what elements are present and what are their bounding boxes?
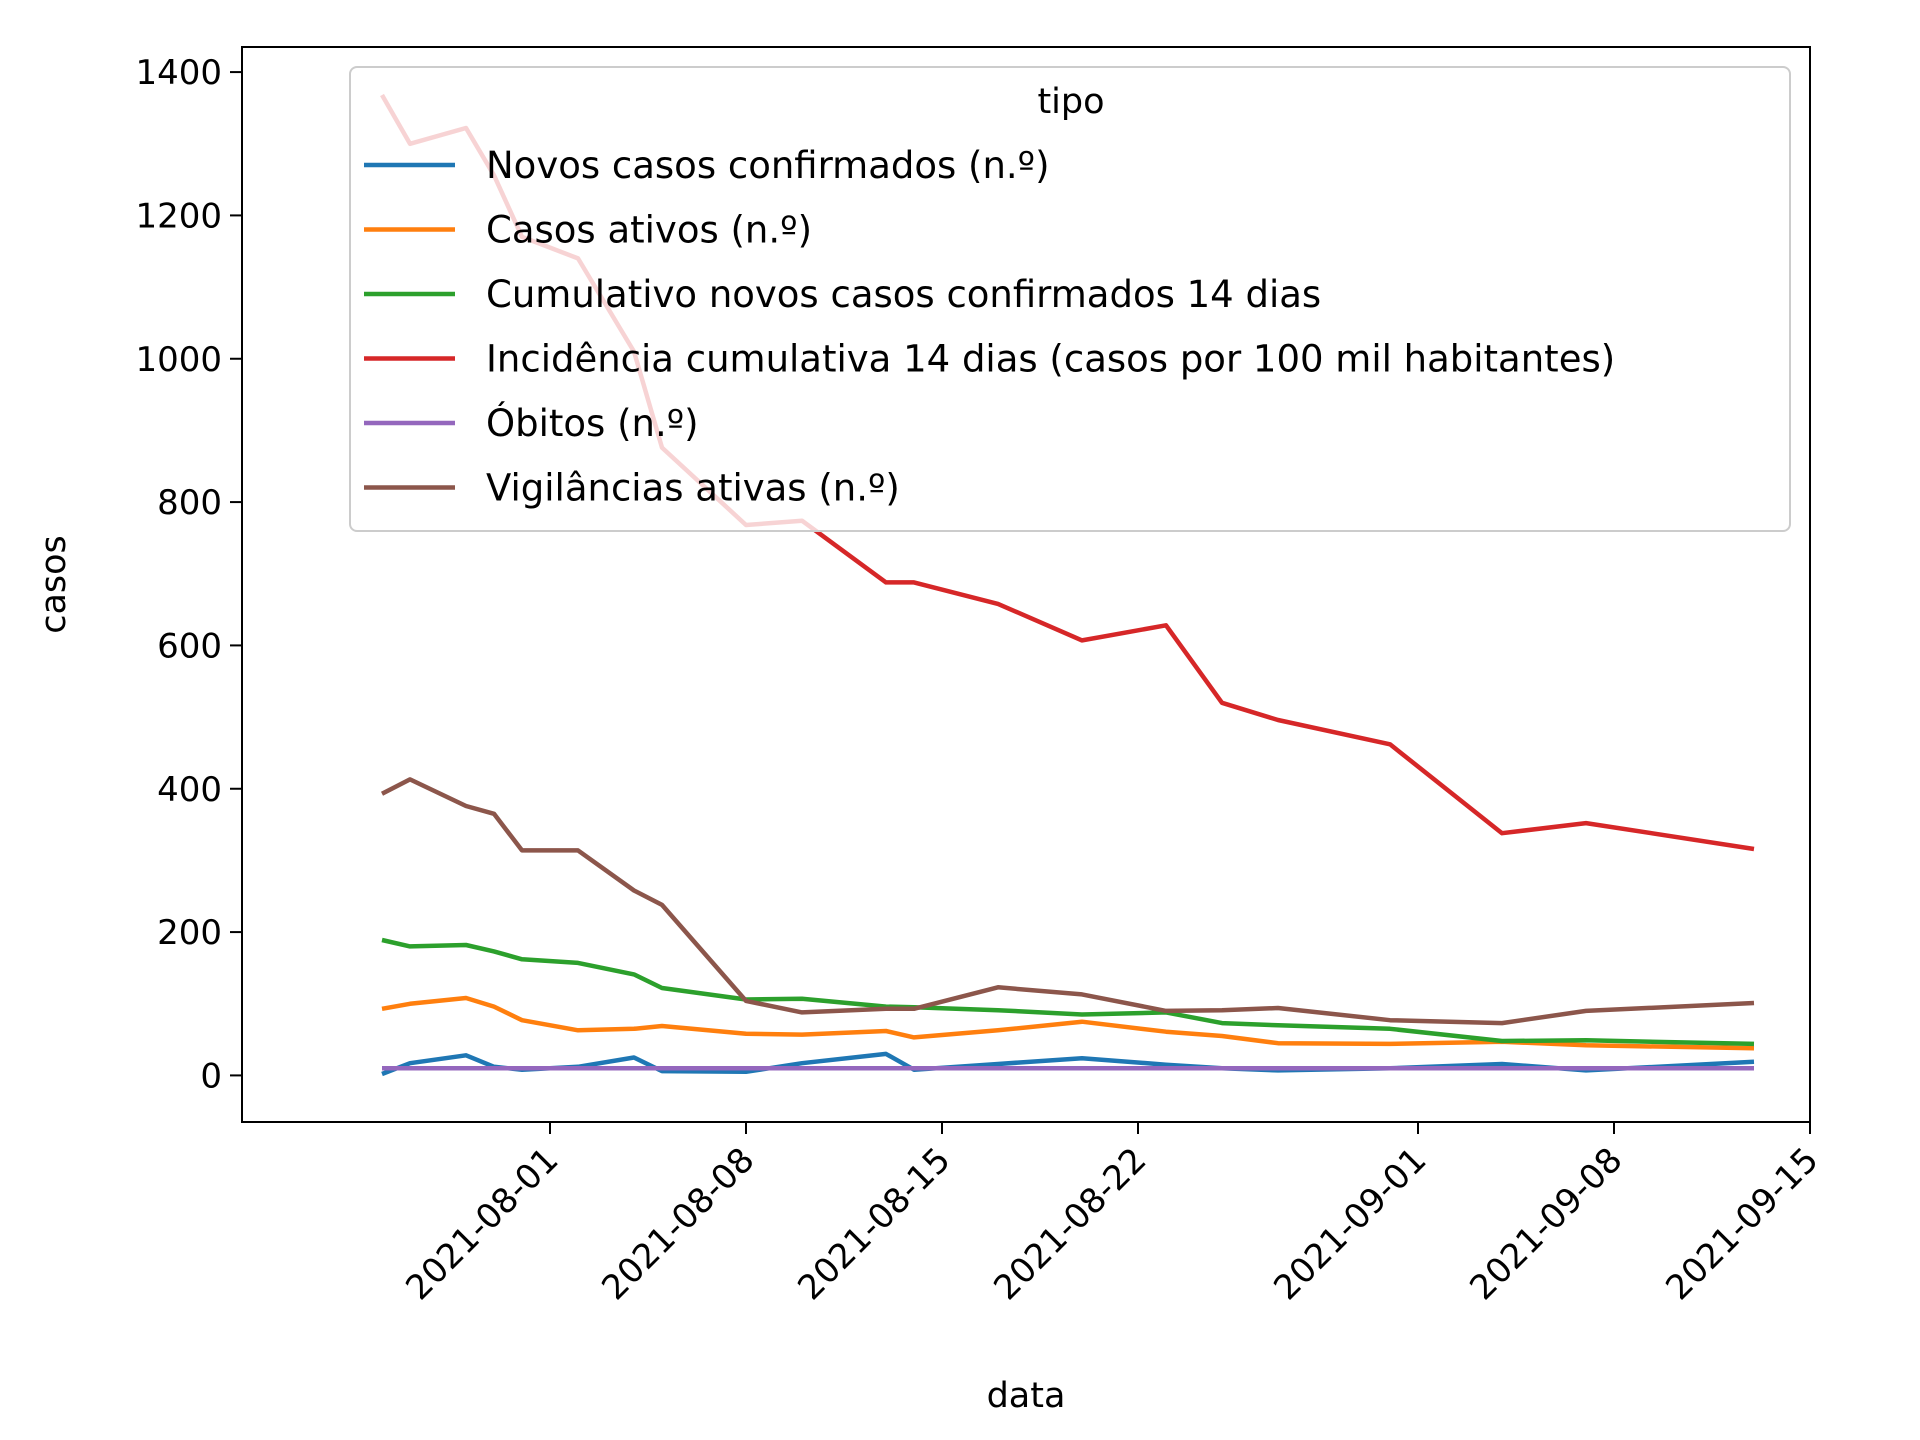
legend-entry-label: Óbitos (n.º) <box>486 401 699 445</box>
legend-entry-label: Cumulativo novos casos confirmados 14 di… <box>486 273 1321 316</box>
x-tick-label: 2021-09-08 <box>1462 1140 1630 1308</box>
y-tick-label: 400 <box>157 770 222 810</box>
x-tick-label: 2021-08-15 <box>790 1140 958 1308</box>
x-tick-label: 2021-08-22 <box>986 1140 1154 1308</box>
x-tick-label: 2021-08-01 <box>398 1140 566 1308</box>
y-tick-label: 1000 <box>135 340 222 380</box>
y-tick-label: 800 <box>157 483 222 523</box>
legend-entry-label: Casos ativos (n.º) <box>486 209 812 252</box>
legend-entry-label: Incidência cumulativa 14 dias (casos por… <box>486 338 1615 381</box>
legend-box <box>349 66 1791 532</box>
series-line-0 <box>381 1051 1755 1077</box>
legend-entry-label: Vigilâncias ativas (n.º) <box>486 467 900 510</box>
y-tick-label: 200 <box>157 913 222 953</box>
series-line-1 <box>381 995 1755 1051</box>
x-axis-label: data <box>987 1376 1066 1416</box>
legend: tipo Novos casos confirmados (n.º) Casos … <box>349 66 1791 532</box>
y-tick-label: 1400 <box>135 53 222 93</box>
y-tick-label: 1200 <box>135 196 222 236</box>
x-tick-label: 2021-08-08 <box>594 1140 762 1308</box>
legend-entry-label: Novos casos confirmados (n.º) <box>486 144 1050 187</box>
x-tick-label: 2021-09-15 <box>1658 1140 1826 1308</box>
legend-title: tipo <box>1037 82 1104 122</box>
y-axis: 0 200 400 600 800 1000 1200 1400 <box>135 53 242 1096</box>
plot-frame <box>241 46 1811 1123</box>
y-axis-label: casos <box>34 535 74 634</box>
x-axis: 2021-08-01 2021-08-08 2021-08-15 2021-08-22… <box>398 1122 1826 1308</box>
series-line-5 <box>380 777 1755 1026</box>
y-tick-label: 600 <box>157 626 222 666</box>
y-tick-label: 0 <box>200 1056 222 1096</box>
x-tick-label: 2021-09-01 <box>1266 1140 1434 1308</box>
